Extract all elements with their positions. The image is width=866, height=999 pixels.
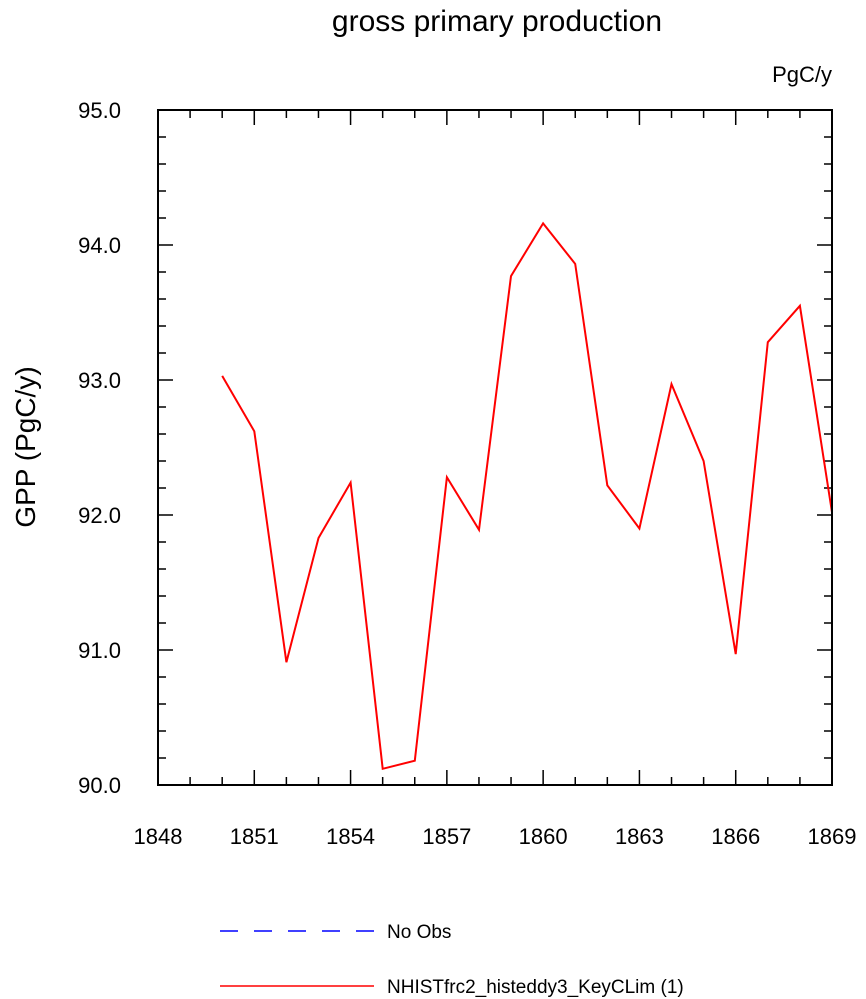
y-tick-label: 94.0 — [78, 233, 121, 258]
x-tick-label: 1848 — [134, 824, 183, 849]
y-tick-label: 93.0 — [78, 368, 121, 393]
y-tick-label: 92.0 — [78, 503, 121, 528]
x-tick-label: 1854 — [326, 824, 375, 849]
y-tick-label: 95.0 — [78, 98, 121, 123]
axis-ticks — [157, 109, 833, 786]
x-tick-label: 1866 — [711, 824, 760, 849]
plot-frame — [157, 109, 833, 786]
x-tick-label: 1857 — [422, 824, 471, 849]
y-tick-label: 90.0 — [78, 773, 121, 798]
y-tick-labels: 90.0 91.0 92.0 93.0 94.0 95.0 — [78, 98, 121, 798]
series-line — [221, 221, 833, 771]
legend: No Obs NHISTfrc2_histeddy3_KeyCLim (1) — [220, 922, 684, 998]
x-tick-label: 1863 — [615, 824, 664, 849]
legend-label: NHISTfrc2_histeddy3_KeyCLim (1) — [387, 977, 684, 998]
series-lines — [221, 221, 833, 771]
legend-label: No Obs — [387, 922, 451, 943]
x-tick-labels: 1848 1851 1854 1857 1860 1863 1866 1869 — [134, 824, 857, 849]
chart-title: gross primary production — [332, 5, 662, 38]
x-tick-label: 1869 — [808, 824, 857, 849]
y-axis-label: GPP (PgC/y) — [10, 366, 41, 527]
y-tick-label: 91.0 — [78, 638, 121, 663]
x-tick-label: 1860 — [519, 824, 568, 849]
x-tick-label: 1851 — [230, 824, 279, 849]
units-label: PgC/y — [772, 62, 832, 87]
